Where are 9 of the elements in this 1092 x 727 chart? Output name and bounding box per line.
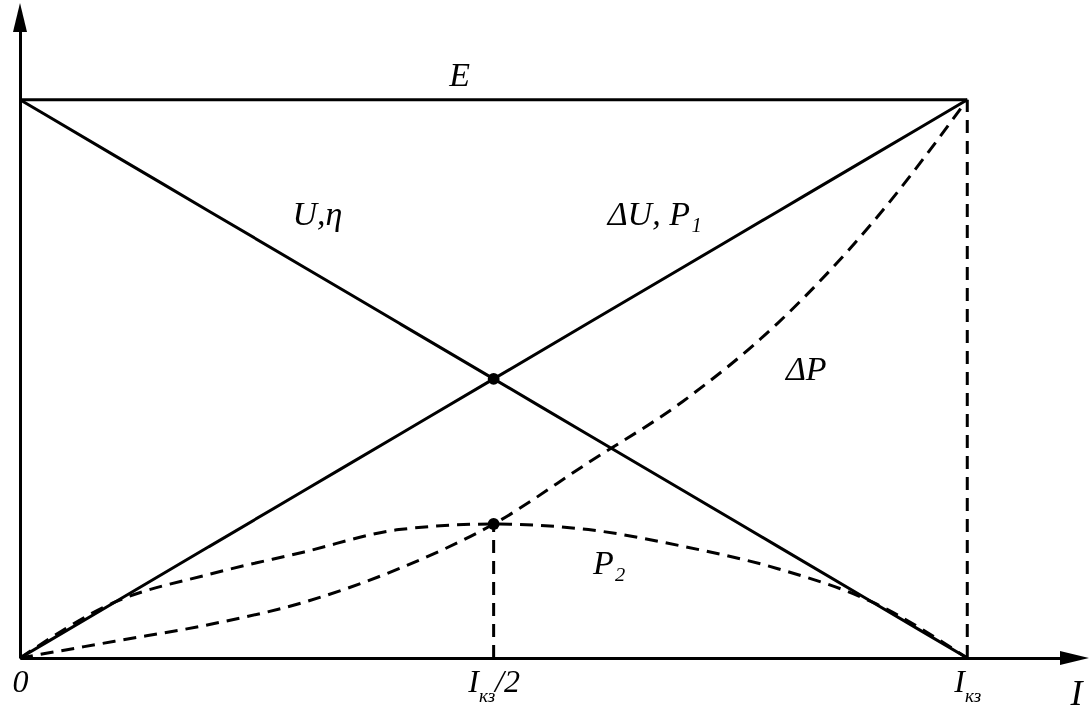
series-label: E xyxy=(448,55,471,93)
x-tick-label: I$_{кз}$ xyxy=(953,662,982,706)
x-tick-label: 0 xyxy=(12,662,29,699)
x-tick-label: I$_{кз}$/2 xyxy=(467,662,521,706)
series-label: P₂ xyxy=(591,544,626,582)
series-label: ΔP xyxy=(783,349,827,387)
x-axis-title: I xyxy=(1069,672,1085,713)
series-label: U,η xyxy=(292,195,343,233)
series-label: ΔU, P₁ xyxy=(605,194,702,232)
